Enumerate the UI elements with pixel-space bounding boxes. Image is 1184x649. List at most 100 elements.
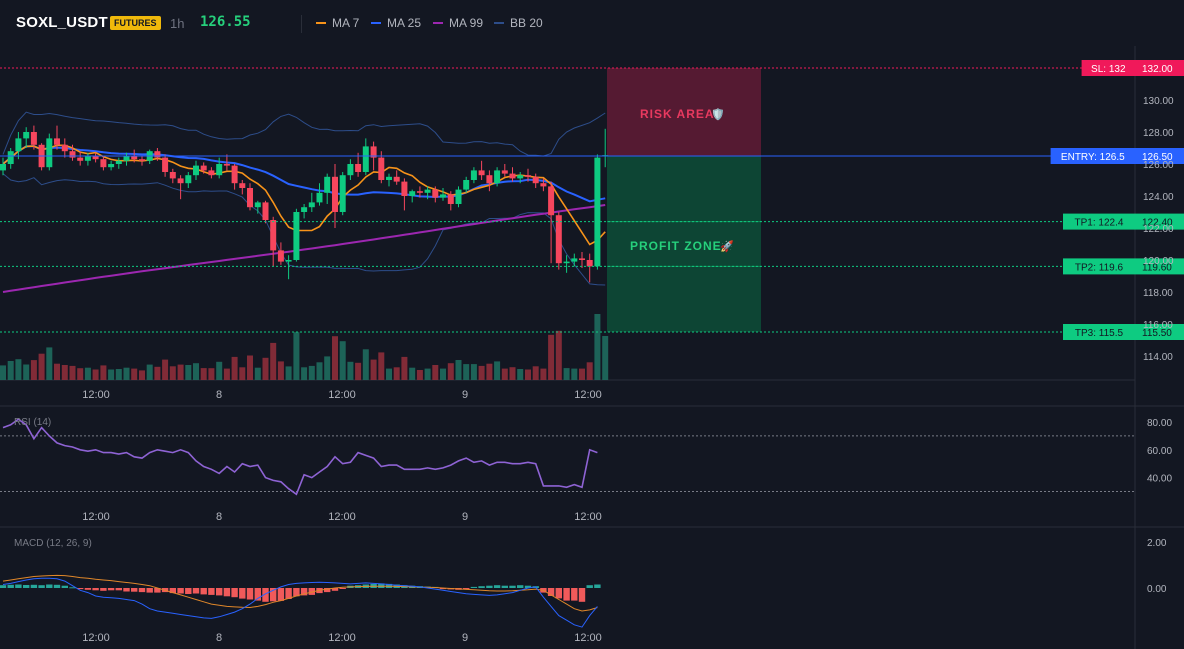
volume-bars [0,314,609,381]
tp3-tag-bg [1063,324,1135,340]
legend-ma7[interactable]: MA 7 [316,16,359,30]
rsi-tick: 60.00 [1147,446,1172,457]
candle-body [162,157,169,172]
time-tick: 8 [216,389,222,401]
candle-body [285,260,292,262]
volume-bar [38,353,45,380]
candle-body [123,156,130,161]
macd-hist-bar [277,588,285,601]
candle-body [169,172,176,179]
macd-hist-bar [594,584,601,588]
volume-bar [254,367,261,380]
macd-hist-bar [308,588,315,595]
legend-bb20[interactable]: BB 20 [494,16,543,30]
sl-tag-bg [1081,60,1135,76]
macd-hist-bar [246,588,254,600]
price-tick: 124.00 [1143,192,1174,203]
candle-body [92,156,99,160]
time-tick: 12:00 [328,389,356,401]
volume-bar [0,365,6,380]
legend-ma99[interactable]: MA 99 [433,16,483,30]
candle-body [486,175,493,184]
macd-title: MACD (12, 26, 9) [14,538,92,549]
sl-price-bg [1135,60,1184,76]
volume-bar [324,356,331,380]
volume-bar [301,367,308,381]
candle-body [316,192,323,203]
candle-body [455,189,462,204]
macd-hist-bar [339,588,346,589]
price-tick: 114.00 [1143,352,1173,363]
volume-bar [131,368,138,380]
volume-bar [548,334,555,380]
macd-hist-bar [547,588,555,596]
volume-bar [100,365,107,380]
candle-body [447,194,454,204]
candle-body [131,156,138,160]
bollinger-bands [2,111,606,286]
legend-label: MA 25 [387,16,422,30]
tp2-price: 119.60 [1142,262,1172,273]
candle-body [571,258,578,262]
macd-hist-bar [285,588,292,599]
macd-hist-bar [571,588,578,601]
candle-body [177,178,184,184]
macd-hist-bar [77,588,84,590]
candle-body [61,144,68,152]
entry-tag-bg [1050,148,1135,164]
volume-bar [602,336,609,380]
macd-hist-bar [254,588,261,601]
legend-swatch-icon [371,22,381,24]
rsi-time-tick: 12:00 [82,511,110,523]
volume-bar [208,368,215,380]
candle-body [470,170,477,180]
candle-body [139,159,145,161]
candles [0,125,609,283]
macd-hist-bar [208,588,215,595]
price-tick: 116.00 [1143,320,1173,331]
volume-bar [532,366,539,380]
volume-bar [339,341,346,380]
volume-bar [200,368,207,380]
volume-bar [270,342,277,380]
candle-body [208,170,215,176]
entry-price-bg [1135,148,1184,164]
last-price: 126.55 [200,14,251,30]
chart-header: SOXL_USDT FUTURES 1h 126.55 MA 7 MA 25 M… [0,0,1184,46]
macd-hist-bar [563,588,570,601]
tp1-price: 122.40 [1142,218,1173,229]
rsi-panel: 80.00 60.00 40.00 [0,418,1172,496]
ma99-line [2,204,606,293]
shield-icon: 🛡️ [711,108,725,121]
volume-bar [555,330,562,380]
macd-hist-bar [300,588,308,596]
ma7-line [2,144,606,246]
volume-bar [293,332,300,380]
candle-body [270,220,277,251]
volume-bar [223,368,230,380]
volume-bar [169,366,176,380]
candle-body [370,146,377,158]
trade-zones [607,68,761,332]
volume-bar [386,368,392,380]
timeframe-label[interactable]: 1h [170,16,185,31]
tp2-tag-bg [1063,258,1135,275]
candle-body [548,186,555,216]
volume-bar [347,361,354,380]
candle-body [115,160,122,164]
tp3-tag: TP3: 115.5 [1075,328,1124,339]
candle-body [108,164,115,168]
volume-bar [69,365,76,380]
volume-bar [277,361,284,380]
tp1-price-bg [1135,213,1184,230]
legend-ma25[interactable]: MA 25 [371,16,421,30]
candle-body [432,189,439,198]
macd-hist-bar [53,584,61,588]
symbol-title[interactable]: SOXL_USDT [16,14,108,31]
profit-zone [607,156,761,332]
volume-bar [216,361,223,380]
macd-hist-bar [578,588,586,602]
macd-time-tick: 9 [462,632,468,644]
macd-hist-bar [486,585,493,588]
